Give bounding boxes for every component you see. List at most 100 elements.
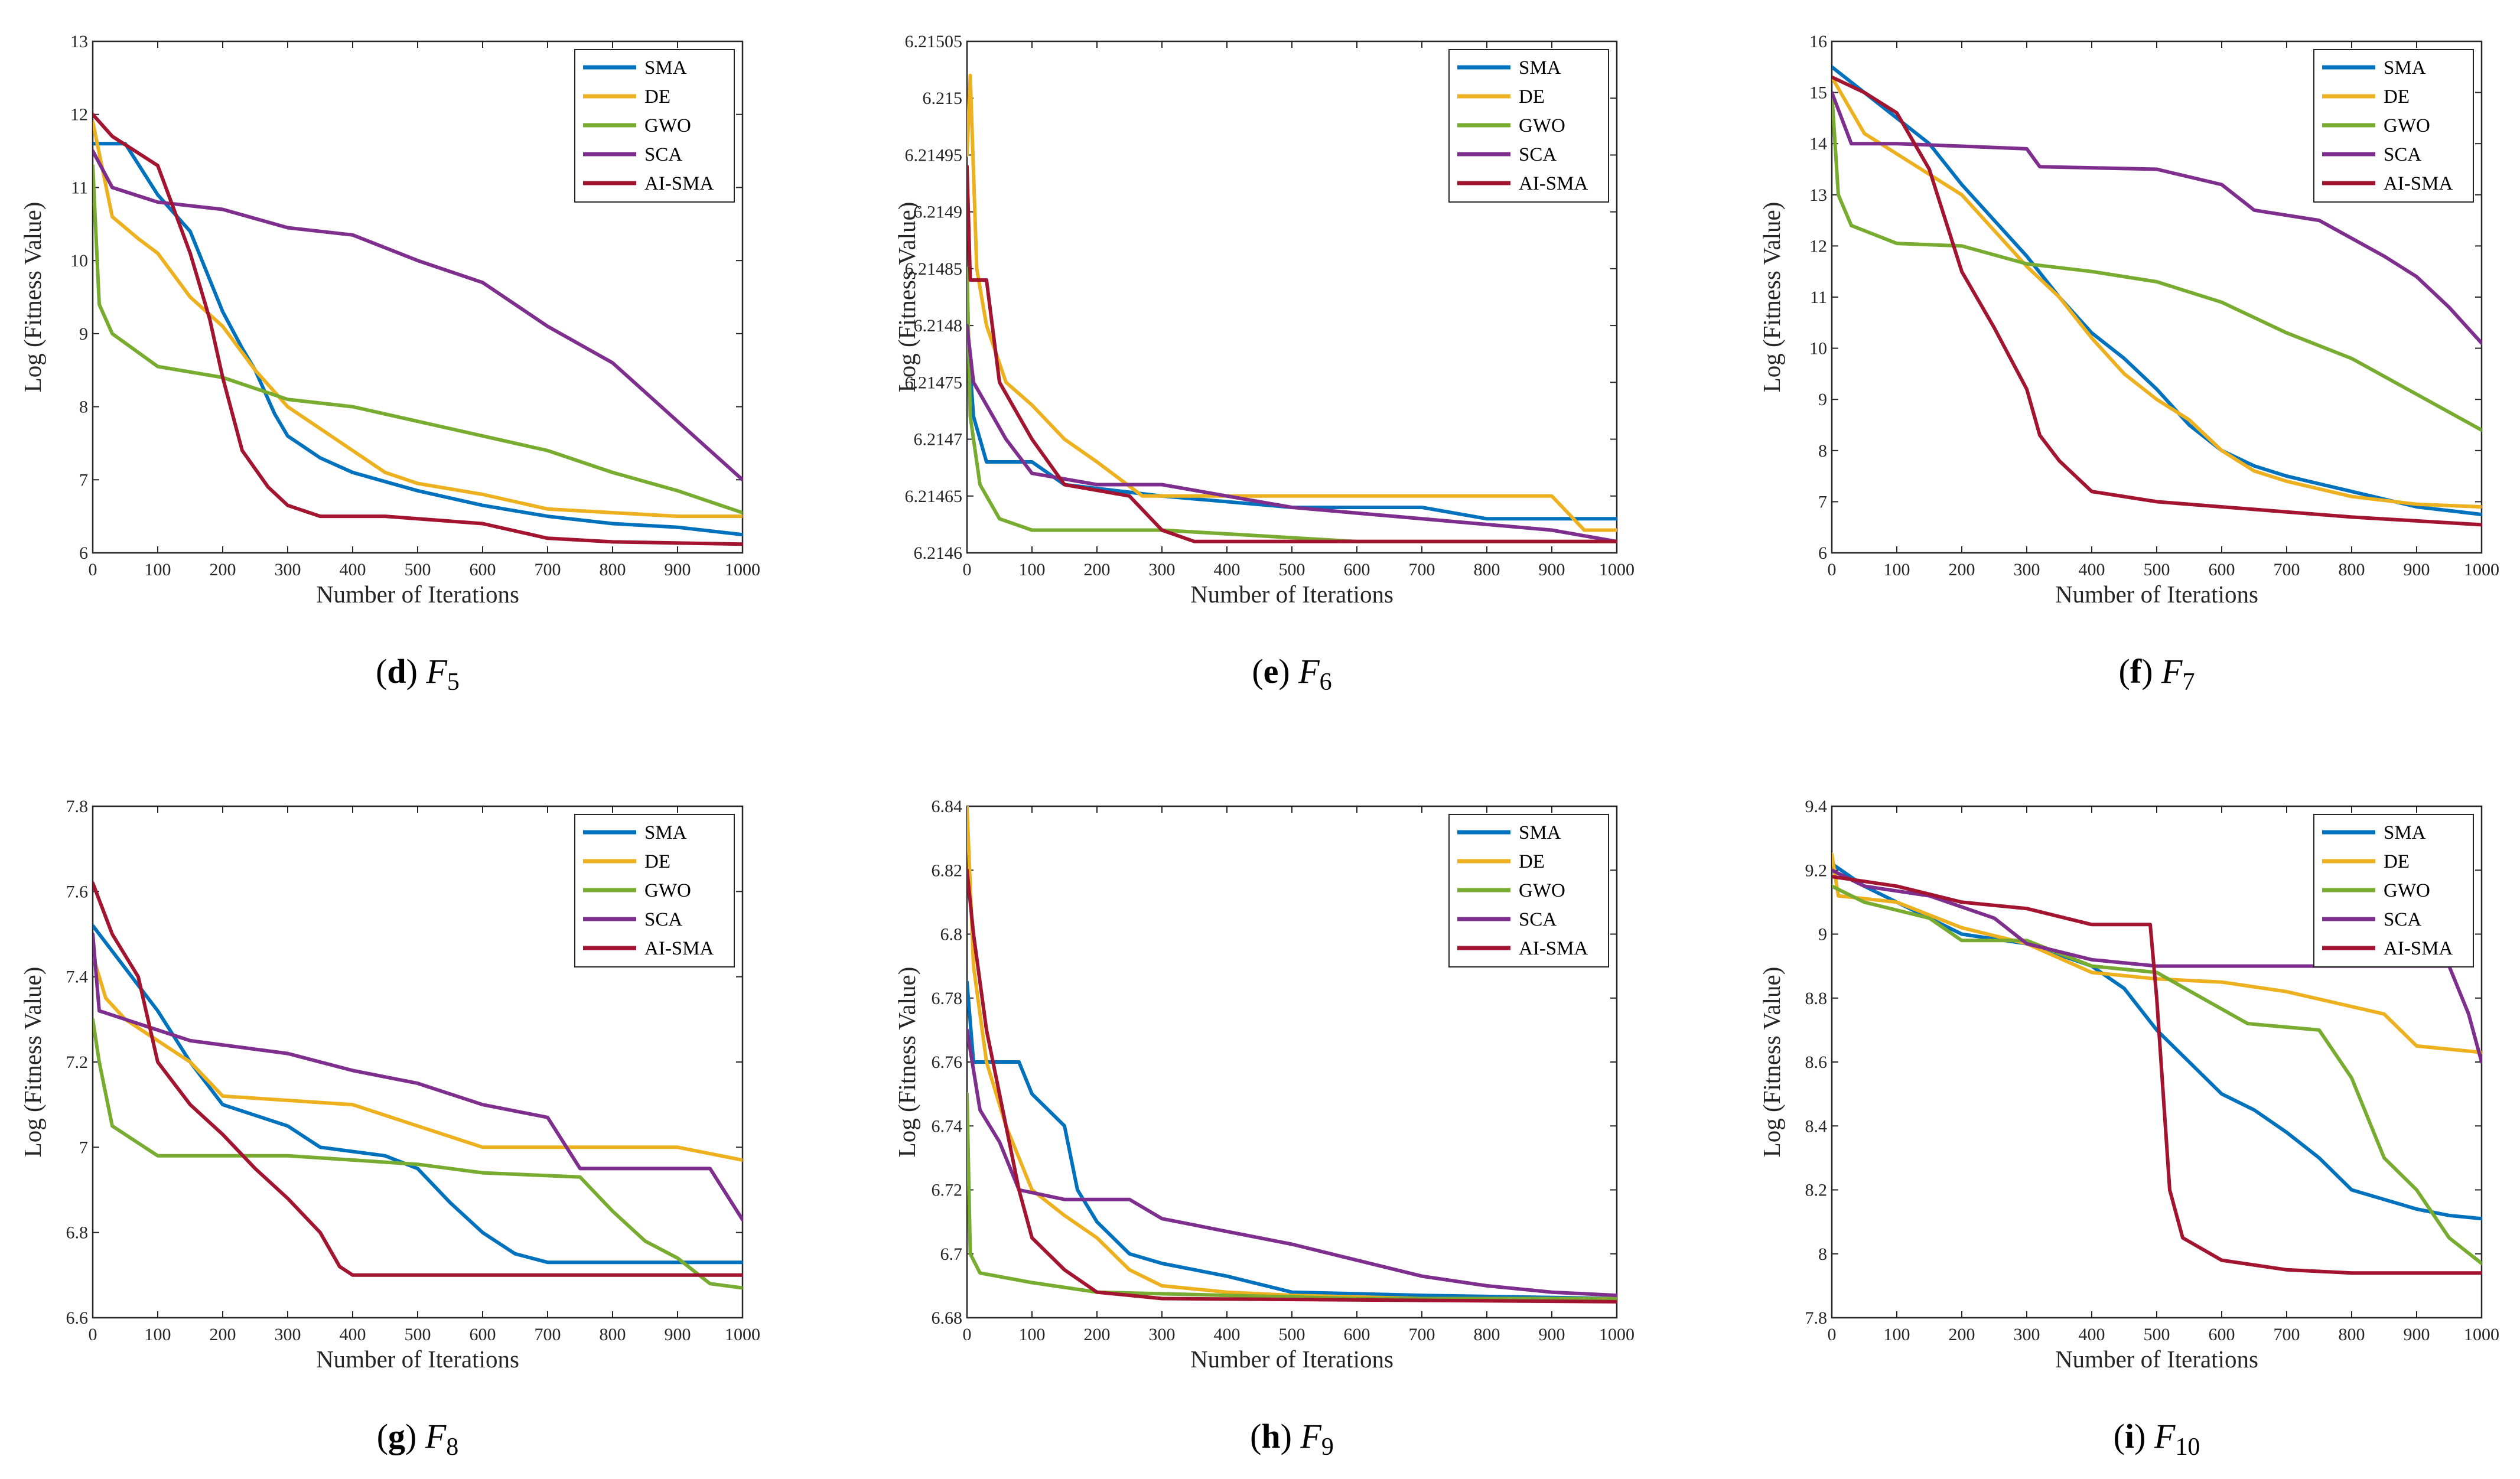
legend-label: SMA — [644, 822, 687, 843]
series-line-ai-sma — [967, 164, 1617, 543]
x-tick-label: 1000 — [725, 560, 760, 579]
legend-label: SMA — [2384, 822, 2426, 843]
series-line-de — [93, 120, 743, 519]
legend-label: AI-SMA — [644, 938, 714, 959]
caption-letter: d — [387, 652, 406, 690]
caption-letter: e — [1264, 652, 1279, 690]
y-tick-label: 9.4 — [1805, 797, 1828, 816]
x-axis-label: Number of Iterations — [2055, 1346, 2258, 1373]
legend-label: SMA — [2384, 57, 2426, 79]
x-tick-label: 700 — [535, 1325, 561, 1344]
x-tick-label: 500 — [1279, 1325, 1305, 1344]
x-tick-label: 100 — [1884, 1325, 1910, 1344]
legend-label: SMA — [1519, 57, 1561, 79]
subplot-caption: (d) F5 — [376, 652, 460, 696]
x-tick-label: 900 — [2404, 1325, 2430, 1344]
caption-letter: f — [2130, 652, 2142, 690]
caption-close-paren: ) — [1278, 652, 1298, 690]
y-tick-label: 8.8 — [1805, 989, 1828, 1008]
series-line-ai-sma — [1832, 75, 2482, 527]
x-tick-label: 400 — [340, 1325, 366, 1344]
legend-label: DE — [2384, 86, 2410, 107]
y-tick-label: 9.2 — [1805, 861, 1828, 880]
caption-close-paren: ) — [2134, 1417, 2154, 1455]
series-line-sca — [93, 932, 743, 1221]
y-tick-label: 6.2147 — [914, 430, 963, 449]
x-tick-label: 500 — [2144, 1325, 2170, 1344]
subplot-h: 0 100 200 300 400 500 600 700 800 900 10006.686.76… — [893, 797, 1635, 1461]
x-tick-label: 100 — [1019, 1325, 1046, 1344]
y-tick-label: 8 — [1818, 441, 1827, 461]
series-line-sma — [1832, 65, 2482, 516]
y-tick-label: 9 — [79, 324, 88, 344]
subplot-i: 0 100 200 300 400 500 600 700 800 900 1000 7.8 8 8.2 8… — [1758, 797, 2499, 1461]
series-line-ai-sma — [93, 112, 743, 546]
x-tick-label: 700 — [535, 560, 561, 579]
y-tick-label: 6.2149 — [914, 203, 963, 222]
x-tick-label: 500 — [405, 1325, 431, 1344]
legend-label: GWO — [1519, 880, 1565, 901]
legend-label: GWO — [644, 115, 691, 136]
series-line-sma — [967, 980, 1617, 1301]
y-tick-label: 8 — [79, 398, 88, 417]
subplot-caption: (i) F10 — [2114, 1417, 2200, 1461]
caption-open-paren: ( — [1252, 652, 1263, 690]
legend-label: AI-SMA — [1519, 938, 1588, 959]
series-group — [1832, 852, 2482, 1275]
legend: SMA DE GWO SCA AI-SMA — [1448, 814, 1609, 967]
x-axis-label: Number of Iterations — [2055, 581, 2258, 608]
y-tick-label: 8.6 — [1805, 1053, 1828, 1072]
y-tick-label: 8.2 — [1805, 1181, 1828, 1200]
series-line-de — [1832, 852, 2482, 1054]
series-line-gwo — [93, 1017, 743, 1290]
x-tick-label: 800 — [600, 1325, 626, 1344]
x-tick-label: 700 — [2274, 1325, 2300, 1344]
y-tick-label: 13 — [1809, 185, 1827, 205]
legend-label: GWO — [2384, 115, 2430, 136]
x-tick-label: 300 — [2014, 560, 2040, 579]
x-tick-label: 300 — [2014, 1325, 2040, 1344]
caption-subscript: 9 — [1321, 1434, 1334, 1461]
x-tick-label: 900 — [1539, 560, 1565, 579]
x-tick-label: 600 — [2209, 1325, 2235, 1344]
y-tick-label: 6.74 — [932, 1116, 963, 1136]
series-line-de — [1832, 75, 2482, 509]
legend: SMA DE GWO SCA AI-SMA — [574, 49, 735, 203]
x-tick-label: 1000 — [725, 1325, 760, 1344]
legend-label: DE — [644, 851, 670, 872]
caption-subscript: 7 — [2182, 669, 2195, 696]
series-group — [93, 112, 743, 546]
caption-func: F — [1298, 652, 1320, 690]
x-tick-label: 600 — [2209, 560, 2235, 579]
x-tick-label: 100 — [1019, 560, 1046, 579]
caption-subscript: 5 — [447, 669, 460, 696]
subplot-caption: (h) F9 — [1250, 1417, 1334, 1461]
legend-label: DE — [1519, 86, 1545, 107]
x-tick-label: 400 — [340, 560, 366, 579]
x-tick-label: 0 — [1828, 1325, 1837, 1344]
x-tick-label: 0 — [963, 1325, 972, 1344]
x-tick-label: 600 — [470, 1325, 496, 1344]
x-tick-label: 800 — [1474, 1325, 1500, 1344]
legend-label: SCA — [2384, 909, 2421, 930]
y-tick-label: 6.82 — [932, 861, 963, 880]
series-group — [967, 73, 1617, 543]
series-line-sca — [93, 149, 743, 482]
subplot-g: 0 100 200 300 400 500 600 700 800 900 1000 6.6 6.8 7 7… — [19, 797, 760, 1461]
y-tick-label: 6.8 — [66, 1223, 89, 1243]
y-tick-label: 12 — [70, 105, 88, 125]
x-tick-label: 1000 — [2464, 1325, 2499, 1344]
series-line-sca — [967, 324, 1617, 543]
x-tick-label: 500 — [2144, 560, 2170, 579]
y-tick-label: 15 — [1809, 83, 1827, 103]
x-tick-label: 900 — [1539, 1325, 1565, 1344]
y-tick-label: 8.4 — [1805, 1116, 1828, 1136]
series-line-gwo — [1832, 884, 2482, 1265]
legend-label: GWO — [1519, 115, 1565, 136]
series-line-gwo — [1832, 90, 2482, 432]
caption-subscript: 8 — [446, 1434, 458, 1461]
legend-label: GWO — [2384, 880, 2430, 901]
series-line-sca — [1832, 90, 2482, 345]
x-tick-label: 800 — [600, 560, 626, 579]
series-line-sma — [1832, 862, 2482, 1221]
